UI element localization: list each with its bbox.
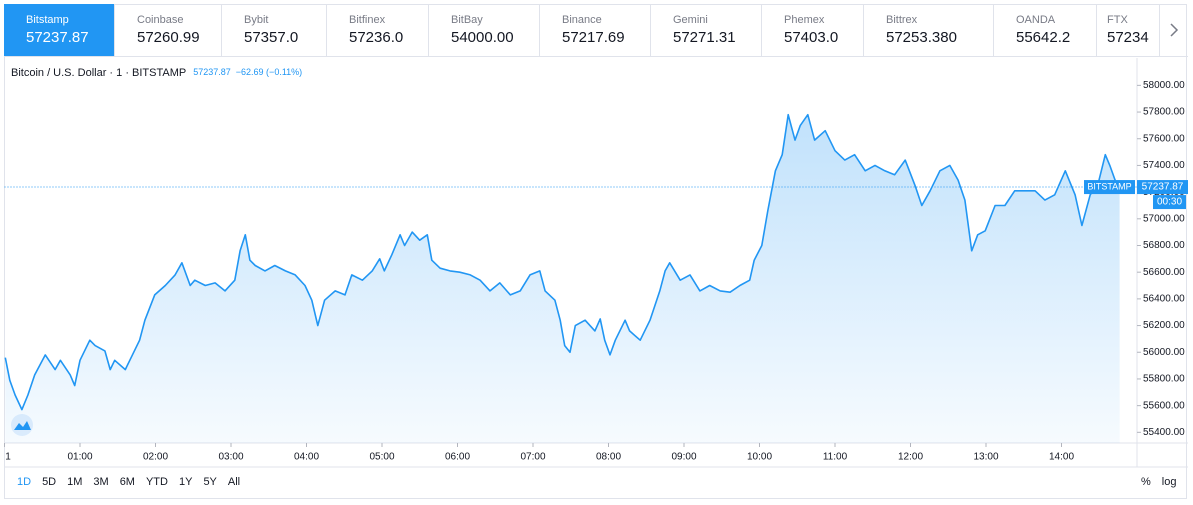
exchange-tab[interactable]: FTX 57234 [1097, 4, 1160, 56]
exchange-tag-bg [1084, 180, 1135, 195]
scale-option[interactable]: % [1141, 476, 1151, 488]
range-button[interactable]: 1M [67, 476, 83, 488]
y-tick-label: 57800.00 [1143, 107, 1185, 118]
x-tick-label: 14:00 [1049, 452, 1074, 463]
x-tick-label: 01:00 [67, 452, 92, 463]
exchange-tab[interactable]: Phemex 57403.0 [762, 4, 864, 56]
countdown-bg [1153, 195, 1186, 210]
countdown: 00:30 [1157, 197, 1182, 208]
y-tick-label: 57400.00 [1143, 160, 1185, 171]
y-tick-label: 56600.00 [1143, 267, 1185, 278]
x-tick-label: 13:00 [973, 452, 998, 463]
exchange-tab[interactable]: Coinbase 57260.99 [115, 4, 222, 56]
y-tick-label: 57000.00 [1143, 213, 1185, 224]
range-button[interactable]: YTD [145, 476, 168, 488]
range-button[interactable]: All [227, 476, 241, 488]
widget-frame [4, 4, 1187, 499]
exchange-name: Bitfinex [349, 14, 386, 26]
exchange-price: 57237.87 [26, 29, 89, 46]
y-tick-label: 55800.00 [1143, 374, 1185, 385]
x-tick-label: 08:00 [596, 452, 621, 463]
scale-options: % log [1141, 476, 1176, 488]
last-price-tag-bg [1137, 180, 1188, 195]
y-tick-label: 56000.00 [1143, 347, 1185, 358]
y-tick-label: 56200.00 [1143, 320, 1185, 331]
exchange-price: 57271.31 [673, 29, 736, 46]
x-tick-label: 04:00 [294, 452, 319, 463]
x-tick-label: 06:00 [445, 452, 470, 463]
y-tick-label: 55400.00 [1143, 427, 1185, 438]
range-button[interactable]: 6M [119, 476, 135, 488]
exchange-name: Bybit [244, 14, 269, 26]
x-tick-label: 1 [5, 452, 11, 463]
y-tick-label: 57600.00 [1143, 133, 1185, 144]
exchange-price: 57217.69 [562, 29, 625, 46]
range-button[interactable]: 3M [93, 476, 109, 488]
area [5, 114, 1120, 443]
exchange-price: 57357.0 [244, 29, 299, 46]
exchange-price: 57253.380 [886, 29, 957, 46]
exchange-tab[interactable]: Bitfinex 57236.0 [327, 4, 429, 56]
x-tick-label: 12:00 [898, 452, 923, 463]
exchange-tab[interactable]: Bitstamp 57237.87 [4, 4, 115, 56]
exchange-tab[interactable]: OANDA 55642.2 [994, 4, 1097, 56]
scale-option[interactable]: log [1161, 476, 1177, 488]
exchange-tab[interactable]: Bybit 57357.0 [222, 4, 327, 56]
price-line [4, 113, 1121, 411]
exchange-name: FTX [1107, 14, 1128, 26]
x-tick-label: 05:00 [369, 452, 394, 463]
x-tick-label: 02:00 [143, 452, 168, 463]
x-tick-label: 10:00 [747, 452, 772, 463]
exchange-name: BitBay [451, 14, 483, 26]
exchange-tab[interactable]: Gemini 57271.31 [651, 4, 762, 56]
exchange-name: Binance [562, 14, 602, 26]
y-tick-label: 55600.00 [1143, 400, 1185, 411]
exchange-price: 57236.0 [349, 29, 404, 46]
legend-last-price: 57237.87 [193, 67, 231, 77]
range-button[interactable]: 1D [17, 476, 32, 488]
exchange-tab[interactable]: Binance 57217.69 [540, 4, 651, 56]
x-tick-label: 11:00 [823, 452, 848, 463]
exchange-name: Gemini [673, 14, 708, 26]
last-price-tag: 57237.87 [1142, 182, 1184, 193]
exchange-name: Bittrex [886, 14, 918, 26]
exchange-price: 55642.2 [1016, 29, 1071, 46]
x-tick-label: 03:00 [218, 452, 243, 463]
exchange-price: 54000.00 [451, 29, 514, 46]
more-arrow[interactable] [1160, 4, 1187, 56]
y-tick-label: 56400.00 [1143, 294, 1185, 305]
exchange-tab[interactable]: BitBay 54000.00 [429, 4, 540, 56]
symbol-title: Bitcoin / U.S. Dollar · 1 · BITSTAMP [11, 67, 186, 79]
range-button[interactable]: 5D [42, 476, 57, 488]
range-button[interactable]: 1Y [178, 476, 193, 488]
exchange-name: Coinbase [137, 14, 184, 26]
exchange-price: 57234 [1107, 29, 1149, 46]
exchange-name: Bitstamp [26, 14, 69, 26]
legend: Bitcoin / U.S. Dollar · 1 · BITSTAMP 5723… [11, 67, 302, 79]
exchange-price: 57403.0 [784, 29, 839, 46]
exchange-price: 57260.99 [137, 29, 200, 46]
x-tick-label: 07:00 [520, 452, 545, 463]
exchange-name: OANDA [1016, 14, 1056, 26]
legend-change: −62.69 (−0.11%) [236, 67, 302, 77]
range-buttons: 1D 5D 1M 3M 6M YTD 1Y 5Y All [17, 476, 240, 488]
range-button[interactable]: 5Y [203, 476, 217, 488]
y-tick-label: 56800.00 [1143, 240, 1185, 251]
x-tick-label: 09:00 [671, 452, 696, 463]
y-tick-label: 58000.00 [1143, 80, 1185, 91]
exchange-tabs: Bitstamp 57237.87 Coinbase 57260.99 Bybit 573… [4, 4, 1188, 57]
exchange-tab[interactable]: Bittrex 57253.380 [864, 4, 994, 56]
exchange-name: Phemex [784, 14, 825, 26]
exchange-tag: BITSTAMP [1087, 181, 1131, 191]
